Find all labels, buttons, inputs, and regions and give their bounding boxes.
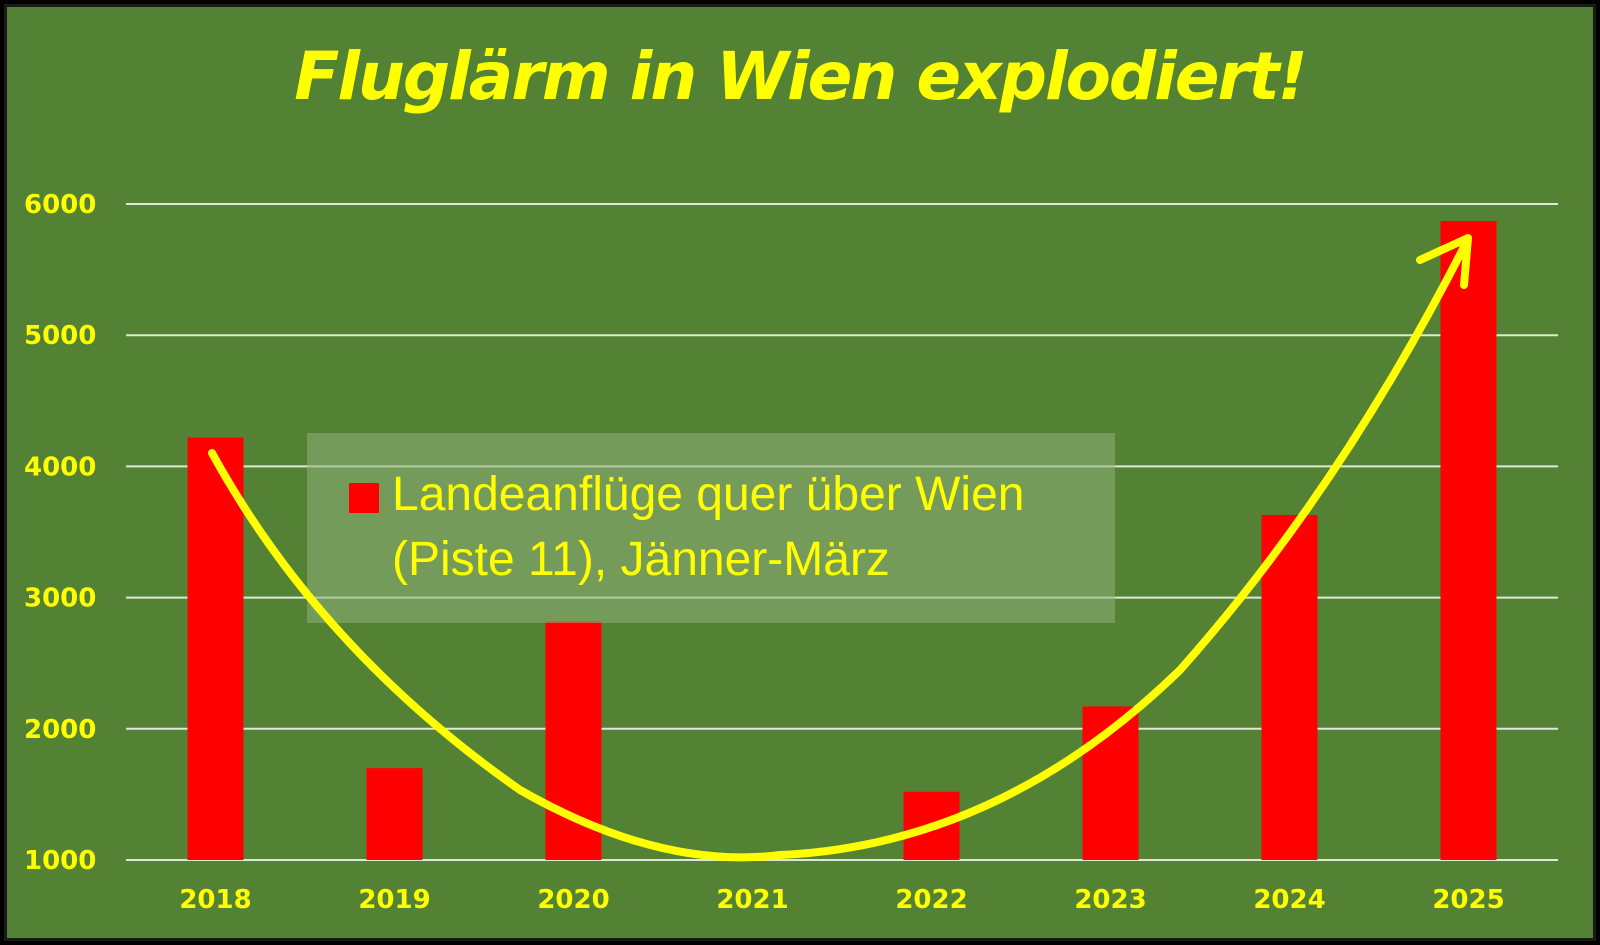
chart-title: Fluglärm in Wien explodiert! [294,38,1308,115]
arrow-head-icon [1416,234,1472,289]
x-tick-label: 2018 [179,885,251,915]
y-tick-label: 1000 [24,846,96,876]
bar-2019 [366,768,423,860]
y-tick-label: 2000 [24,715,96,745]
x-tick-label: 2025 [1432,885,1504,915]
legend: Landeanflüge quer über Wien (Piste 11), … [307,433,1115,623]
legend-label-line-2: (Piste 11), Jänner-März [392,533,890,586]
x-tick-label: 2019 [358,885,430,915]
y-axis-ticks: 1000 2000 3000 4000 5000 6000 [24,190,96,876]
x-tick-label: 2023 [1074,885,1146,915]
legend-label-line-1: Landeanflüge quer über Wien [392,468,1024,521]
bar-2018 [187,437,244,860]
y-tick-label: 3000 [24,584,96,614]
x-tick-label: 2024 [1253,885,1325,915]
bars [187,221,1497,860]
x-tick-label: 2022 [895,885,967,915]
trend-curve [208,241,1469,862]
bar-2024 [1261,514,1318,860]
y-tick-label: 5000 [24,321,96,351]
legend-swatch [349,483,379,513]
bar-2025 [1440,221,1497,860]
x-tick-label: 2020 [537,885,609,915]
y-tick-label: 6000 [24,190,96,220]
y-tick-label: 4000 [24,452,96,482]
x-axis-ticks: 2018 2019 2020 2021 2022 2023 2024 2025 [179,885,1504,915]
legend-box [307,433,1115,623]
trend-arrow [208,234,1472,862]
x-tick-label: 2021 [716,885,788,915]
